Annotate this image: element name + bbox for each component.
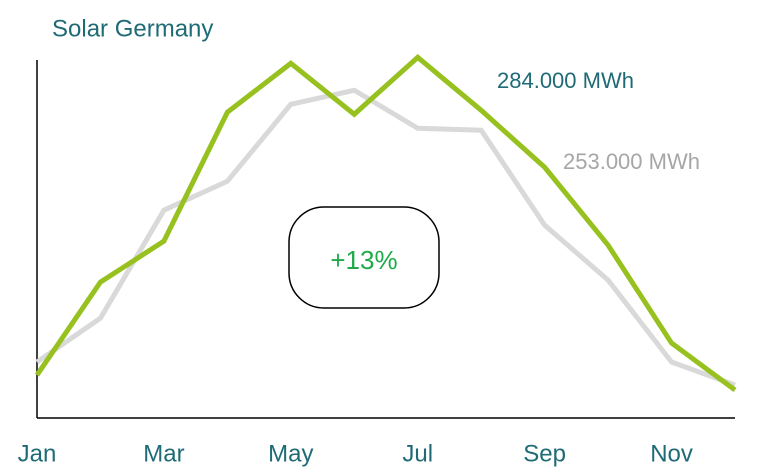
x-tick-label: Nov — [650, 440, 693, 467]
series-line — [35, 87, 736, 388]
x-tick-label: May — [268, 440, 313, 467]
x-tick-label: Jul — [402, 440, 433, 467]
series-label: 284.000 MWh — [497, 68, 634, 93]
x-tick-label: Mar — [143, 440, 184, 467]
x-tick-label: Sep — [523, 440, 566, 467]
series-line — [34, 54, 737, 393]
chart-title: Solar Germany — [52, 15, 213, 42]
annotation-box — [288, 206, 440, 309]
x-tick-label: Jan — [18, 440, 57, 467]
annotation: +13% — [330, 245, 397, 275]
series-label: 253.000 MWh — [563, 149, 700, 174]
